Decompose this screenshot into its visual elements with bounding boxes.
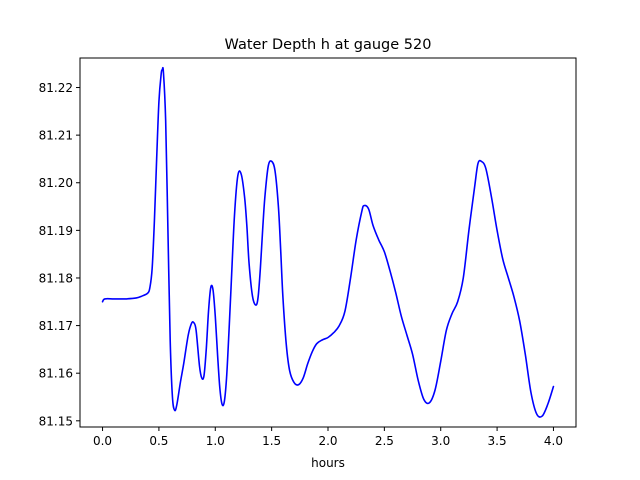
- x-tick-label: 1.0: [206, 434, 225, 448]
- x-tick-label: 2.0: [318, 434, 337, 448]
- y-tick-label: 81.22: [39, 81, 73, 95]
- x-tick-label: 4.0: [544, 434, 563, 448]
- x-tick-label: 0.5: [149, 434, 168, 448]
- plot-area: [101, 66, 555, 418]
- x-axis-label: hours: [311, 456, 345, 470]
- x-tick-label: 3.0: [431, 434, 450, 448]
- y-tick-label: 81.15: [39, 414, 73, 428]
- x-tick-label: 2.5: [375, 434, 394, 448]
- y-tick-label: 81.20: [39, 176, 73, 190]
- y-tick-label: 81.21: [39, 129, 73, 143]
- y-tick-label: 81.19: [39, 224, 73, 238]
- x-tick-label: 1.5: [262, 434, 281, 448]
- x-tick-label: 3.5: [488, 434, 507, 448]
- y-tick-label: 81.17: [39, 319, 73, 333]
- series-line: [101, 66, 555, 418]
- chart-title: Water Depth h at gauge 520: [225, 37, 432, 53]
- y-tick-label: 81.18: [39, 271, 73, 285]
- x-tick-label: 0.0: [93, 434, 112, 448]
- y-tick-label: 81.16: [39, 367, 73, 381]
